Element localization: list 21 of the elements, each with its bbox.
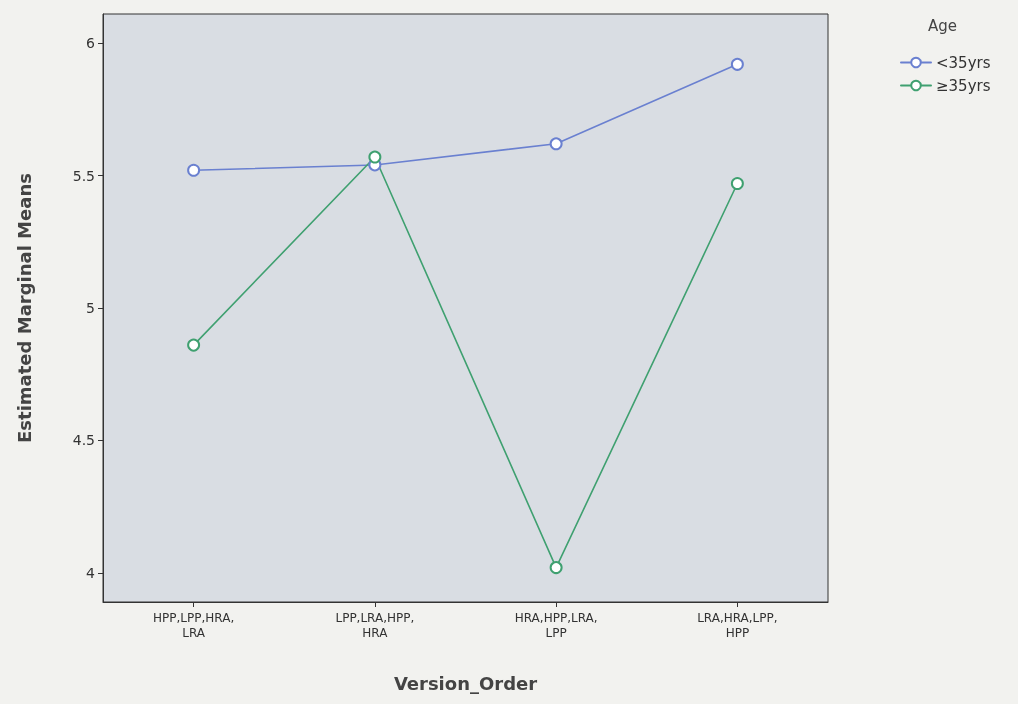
x-tick-label: LPP,LRA,HPP, HRA [335, 610, 415, 640]
legend-label: <35yrs [936, 53, 991, 72]
y-axis-title: Estimated Marginal Means [13, 173, 35, 443]
point [730, 177, 744, 191]
point [368, 150, 382, 164]
point [549, 137, 563, 151]
x-axis-title: Version_Order [393, 672, 538, 694]
legend-label: ≥35yrs [936, 76, 991, 95]
legend-title: Age [928, 16, 958, 35]
y-tick-label: 4 [86, 564, 96, 581]
point [730, 57, 744, 71]
y-tick-label: 6 [86, 35, 96, 52]
x-tick-label: HPP,LPP,HRA, LRA [153, 610, 235, 640]
x-tick-label: HRA,HPP,LRA, LPP [514, 610, 598, 640]
point [187, 163, 201, 177]
point [187, 338, 201, 352]
point [549, 561, 563, 575]
y-tick-label: 4.5 [72, 432, 95, 449]
x-tick-label: LRA,HRA,LPP, HPP [697, 610, 778, 640]
y-tick-label: 5.5 [72, 167, 95, 184]
y-tick-label: 5 [86, 300, 95, 316]
